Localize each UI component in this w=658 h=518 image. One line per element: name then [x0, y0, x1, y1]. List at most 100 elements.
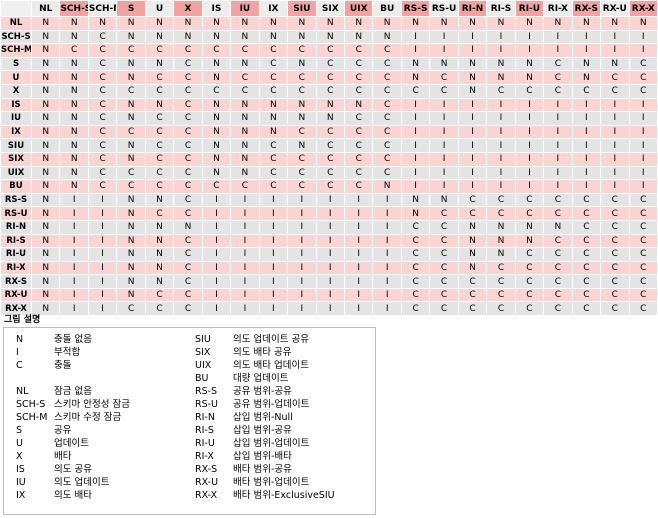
cell: N — [457, 56, 488, 72]
cell: I — [429, 43, 459, 58]
cell: C — [258, 56, 289, 72]
cell: C — [600, 287, 630, 303]
legend-code: SCH-S — [16, 399, 46, 410]
legend-desc: 공유 범위-업데이트 — [233, 399, 310, 410]
cell: N — [144, 192, 175, 208]
cell: I — [400, 97, 431, 113]
cell: C — [628, 206, 658, 221]
cell: I — [628, 151, 658, 167]
cell: C — [429, 301, 459, 317]
cell: I — [230, 274, 260, 289]
matrix-row: UIX N N C C C C N N C C C C C I I I I I I I I I — [0, 165, 658, 181]
cell: N — [600, 56, 630, 72]
cell: C — [230, 70, 260, 85]
matrix-row: RS-U N I I N C C I I I I I I I N C C C C C C C C — [0, 206, 658, 221]
cell: N — [30, 247, 61, 262]
cell: I — [372, 274, 402, 289]
cell: I — [571, 43, 602, 58]
matrix-row: RX-U N I I N C C I I I I I I I C C C C C C C C C — [0, 287, 658, 303]
column-header: IX — [258, 0, 289, 17]
cell: N — [457, 83, 488, 99]
cell: C — [571, 301, 602, 317]
cell: C — [343, 124, 374, 140]
cell: C — [429, 83, 459, 99]
legend-code: RI-N — [195, 412, 215, 423]
cell: C — [571, 287, 602, 303]
row-label: U — [0, 70, 32, 85]
cell: N — [315, 16, 345, 31]
header-row: NLSCH-SSCH-MSUXISIUIXSIUSIXUIXBURS-SRS-U… — [0, 0, 658, 17]
cell: I — [486, 138, 516, 153]
cell: I — [543, 151, 573, 167]
cell: C — [429, 219, 459, 235]
cell: I — [429, 111, 459, 126]
cell: N — [258, 124, 289, 140]
legend: N 충돌 없음 I 부적합 C 충돌 NL 잠금 없음 SCH-S 스키마 안정성 잠금 SCH-M… — [3, 327, 376, 515]
column-header: U — [144, 0, 175, 17]
cell: C — [315, 43, 345, 58]
legend-code: NL — [16, 386, 29, 397]
cell: N — [116, 111, 146, 126]
cell: C — [372, 70, 402, 85]
cell: C — [87, 111, 118, 126]
matrix-row: RI-N N I I N N N I I I I I I I C C N N N N C C C — [0, 219, 658, 235]
matrix-row: RX-X N I I C C C I I I I I I I C C C C C C C C C — [0, 301, 658, 317]
cell: C — [429, 233, 459, 249]
cell: C — [87, 138, 118, 153]
cell: I — [372, 192, 402, 208]
cell: C — [628, 274, 658, 289]
cell: N — [201, 70, 232, 85]
cell: N — [116, 260, 146, 276]
cell: C — [400, 83, 431, 99]
cell: I — [230, 301, 260, 317]
cell: C — [429, 287, 459, 303]
legend-entry: RS-S 공유 범위-공유 — [195, 385, 335, 398]
legend-desc: 의도 배타 — [54, 490, 92, 501]
matrix-row: IX N N C C C C N N N C C C C I I I I I I I I I — [0, 124, 658, 140]
cell: I — [429, 165, 459, 181]
cell: C — [201, 43, 232, 58]
cell: I — [201, 260, 232, 276]
cell: C — [514, 83, 545, 99]
cell: N — [30, 151, 61, 167]
cell: C — [343, 43, 374, 58]
cell: I — [343, 301, 374, 317]
cell: C — [372, 138, 402, 153]
cell: C — [173, 97, 203, 113]
cell: C — [201, 179, 232, 194]
cell: C — [315, 70, 345, 85]
legend-entry: SIX 의도 배타 공유 — [195, 346, 335, 359]
cell: N — [30, 16, 61, 31]
cell: C — [87, 124, 118, 140]
cell: N — [144, 29, 175, 45]
cell: N — [400, 56, 431, 72]
cell: I — [287, 301, 317, 317]
cell: C — [457, 301, 488, 317]
cell: C — [429, 274, 459, 289]
cell: N — [287, 138, 317, 153]
column-header: RX-X — [628, 0, 658, 17]
row-label: IU — [0, 111, 32, 126]
cell: C — [514, 192, 545, 208]
legend-code: U — [16, 438, 23, 449]
cell: C — [343, 111, 374, 126]
cell: C — [343, 179, 374, 194]
cell: C — [457, 274, 488, 289]
cell: C — [372, 151, 402, 167]
cell: C — [600, 301, 630, 317]
cell: N — [230, 97, 260, 113]
legend-desc: 삽입 범위-Null — [233, 412, 293, 423]
cell: C — [258, 151, 289, 167]
cell: N — [258, 29, 289, 45]
cell: I — [543, 111, 573, 126]
cell: N — [201, 97, 232, 113]
cell: I — [230, 206, 260, 221]
cell: N — [59, 97, 89, 113]
row-label: BU — [0, 179, 32, 194]
cell: C — [400, 260, 431, 276]
cell: I — [543, 97, 573, 113]
legend-code: RX-X — [195, 490, 218, 501]
cell: I — [400, 151, 431, 167]
